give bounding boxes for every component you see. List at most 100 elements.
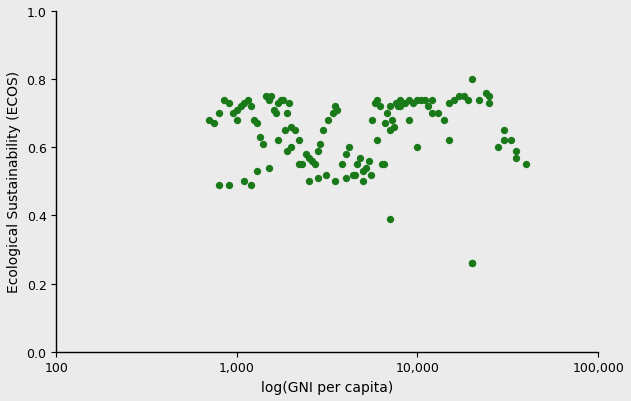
Point [427, 97, 437, 103]
Point [318, 128, 328, 134]
Point [215, 111, 225, 117]
Point [404, 117, 415, 124]
Point [261, 94, 271, 100]
Point [399, 101, 410, 107]
Point [266, 94, 276, 100]
Point [510, 148, 521, 154]
Point [444, 101, 454, 107]
Point [341, 175, 351, 182]
Point [246, 104, 256, 110]
Point [323, 117, 333, 124]
Point [336, 162, 346, 168]
Point [330, 179, 340, 185]
Point [273, 138, 283, 144]
Point [215, 182, 225, 188]
Point [481, 90, 491, 97]
Point [348, 172, 358, 178]
Point [273, 101, 283, 107]
Point [258, 141, 268, 148]
Point [278, 97, 288, 103]
Point [389, 124, 399, 131]
Point [246, 182, 256, 188]
Point [219, 97, 229, 103]
Point [239, 101, 249, 107]
Point [297, 162, 307, 168]
Point [361, 165, 371, 172]
Point [284, 101, 294, 107]
Point [498, 128, 509, 134]
Point [282, 111, 292, 117]
Point [364, 158, 374, 165]
Point [312, 175, 322, 182]
Point [449, 97, 459, 103]
Point [375, 104, 385, 110]
Point [475, 97, 485, 103]
Point [384, 128, 394, 134]
Point [439, 117, 449, 124]
Point [408, 101, 418, 107]
Point [377, 162, 387, 168]
Point [307, 158, 317, 165]
Point [293, 162, 304, 168]
Point [271, 111, 281, 117]
Point [384, 216, 394, 223]
Point [506, 138, 516, 144]
Point [304, 179, 314, 185]
Point [384, 104, 394, 110]
Point [223, 182, 233, 188]
Point [264, 97, 274, 103]
Point [416, 97, 427, 103]
Point [355, 155, 365, 161]
Point [232, 117, 242, 124]
Point [393, 104, 403, 110]
Point [463, 97, 473, 103]
Point [379, 162, 389, 168]
Point [413, 145, 423, 151]
Point [433, 111, 443, 117]
Point [467, 77, 477, 83]
Point [351, 162, 362, 168]
Point [249, 117, 259, 124]
Point [252, 121, 262, 128]
Point [239, 179, 249, 185]
Point [380, 121, 390, 128]
Point [328, 111, 338, 117]
Point [269, 107, 279, 114]
Point [395, 97, 405, 103]
Point [413, 97, 423, 103]
Point [382, 111, 392, 117]
Point [444, 138, 454, 144]
Point [427, 111, 437, 117]
Point [365, 172, 375, 178]
Point [372, 97, 382, 103]
Point [223, 101, 233, 107]
Point [204, 117, 214, 124]
Point [290, 128, 300, 134]
Point [243, 97, 253, 103]
Point [264, 165, 274, 172]
Point [493, 145, 504, 151]
Point [404, 97, 415, 103]
Point [252, 168, 262, 175]
Point [280, 128, 290, 134]
Point [345, 145, 355, 151]
Point [521, 162, 531, 168]
Point [286, 124, 297, 131]
Point [209, 121, 220, 128]
Point [358, 179, 368, 185]
Point [235, 104, 245, 110]
Point [459, 94, 469, 100]
Point [350, 172, 360, 178]
Point [467, 260, 477, 267]
Point [423, 104, 433, 110]
Point [485, 94, 495, 100]
Point [312, 148, 322, 154]
Point [276, 97, 286, 103]
Point [232, 107, 242, 114]
Point [372, 138, 382, 144]
Point [454, 94, 464, 100]
Point [321, 172, 331, 178]
Point [333, 107, 343, 114]
Point [300, 152, 310, 158]
Point [498, 138, 509, 144]
